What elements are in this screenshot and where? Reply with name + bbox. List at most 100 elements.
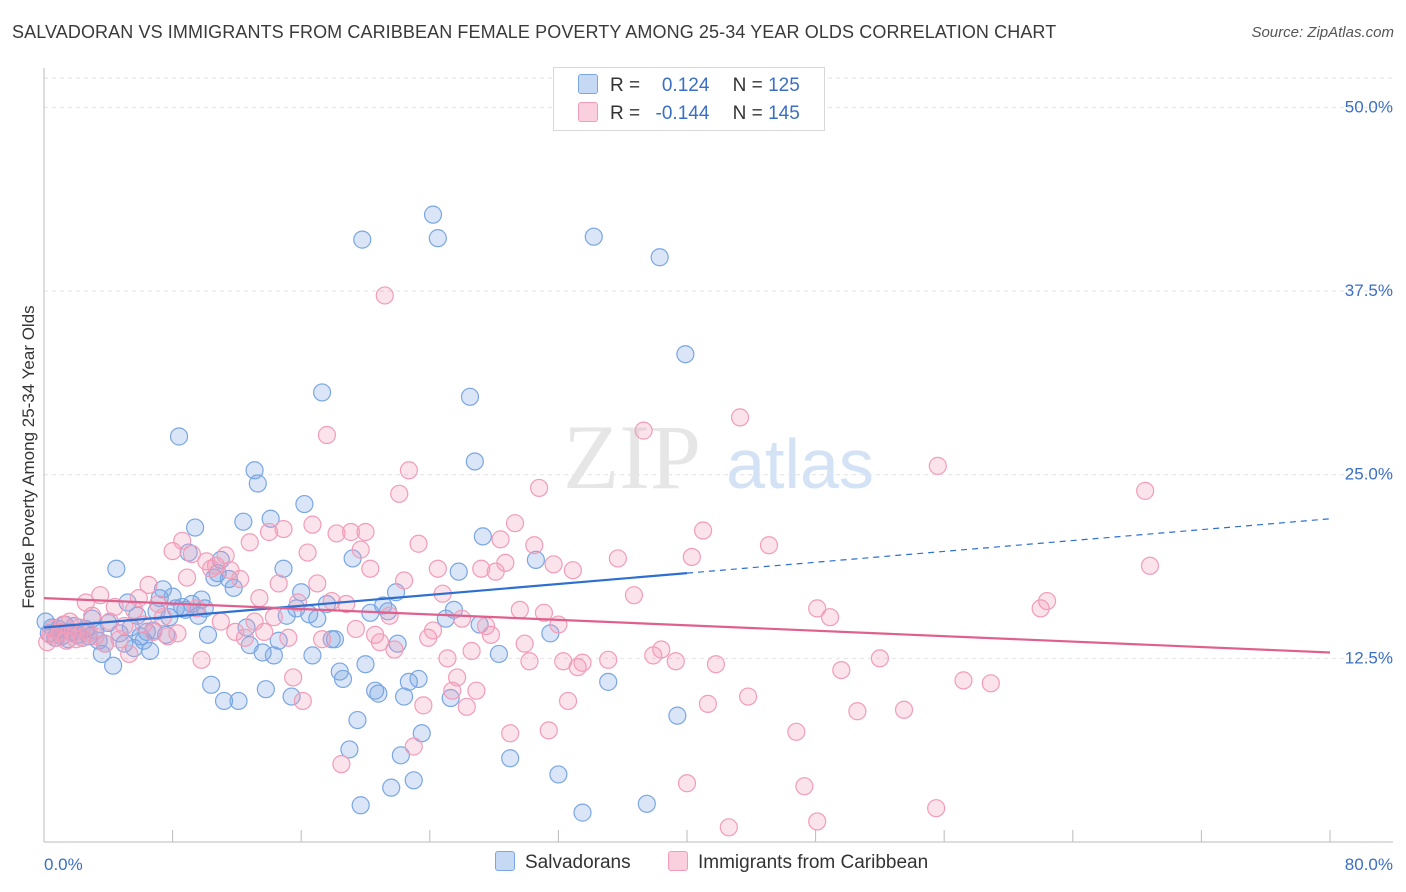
data-point	[107, 559, 126, 578]
data-point	[526, 550, 545, 570]
data-point	[693, 521, 713, 540]
data-point	[808, 812, 827, 831]
data-point	[448, 668, 467, 687]
source-label: Source: ZipAtlas.com	[1251, 24, 1394, 41]
data-point	[308, 574, 327, 593]
data-point	[214, 691, 234, 711]
trend-line-extension-series-0	[686, 518, 1331, 574]
data-point	[264, 646, 283, 665]
data-point	[385, 640, 404, 659]
stats-legend: R = 0.124 N = 125 R = -0.144 N = 145	[553, 67, 825, 131]
data-point	[139, 575, 158, 594]
data-point	[259, 522, 279, 542]
data-point	[584, 227, 603, 246]
data-point	[235, 628, 255, 647]
grid	[44, 77, 1393, 659]
data-point	[599, 672, 618, 691]
data-point	[452, 609, 472, 628]
data-point	[808, 599, 827, 618]
data-point	[83, 606, 102, 625]
data-point	[428, 559, 447, 578]
data-point	[449, 562, 468, 581]
data-point	[153, 580, 173, 599]
y-tick-label: 37.5%	[1345, 281, 1393, 300]
data-point	[409, 534, 428, 553]
bottom-legend-label-caribbean: Immigrants from Caribbean	[698, 852, 929, 873]
data-point	[954, 671, 973, 690]
data-point	[624, 586, 644, 605]
data-point	[634, 421, 653, 440]
data-point	[202, 675, 221, 694]
data-point	[351, 540, 370, 559]
legend-row-salvadorans: R = 0.124 N = 125	[578, 74, 800, 98]
data-point	[981, 674, 1000, 693]
data-point	[390, 484, 409, 503]
data-point	[351, 796, 370, 815]
data-point	[356, 655, 375, 674]
data-point	[394, 571, 414, 590]
legend-r-value: -0.144	[655, 103, 710, 124]
data-point	[1140, 556, 1160, 575]
data-point	[676, 345, 695, 364]
data-point	[95, 634, 115, 653]
data-point	[182, 544, 201, 564]
data-point	[637, 794, 656, 813]
data-point	[375, 286, 394, 305]
data-point	[370, 633, 390, 652]
data-point	[1037, 591, 1057, 611]
data-point	[264, 608, 283, 627]
data-point	[481, 625, 500, 644]
trend-line-series-1	[43, 597, 1331, 654]
trend-lines	[43, 518, 1331, 654]
data-point	[730, 408, 750, 427]
watermark-zip: ZIP	[563, 406, 701, 508]
data-point	[467, 681, 486, 700]
data-point	[374, 596, 393, 615]
data-point	[226, 622, 245, 642]
data-point	[92, 644, 111, 664]
data-point	[250, 589, 269, 608]
data-point	[457, 697, 476, 716]
data-point	[312, 630, 332, 649]
data-point	[573, 803, 592, 822]
data-point	[706, 655, 726, 674]
data-point	[525, 536, 544, 555]
data-point	[399, 461, 419, 480]
data-point	[298, 543, 317, 562]
data-point	[563, 561, 582, 580]
data-point	[120, 644, 139, 664]
data-point	[414, 696, 433, 715]
data-point	[231, 569, 250, 589]
data-point	[366, 681, 385, 700]
data-point	[652, 640, 671, 659]
data-point	[173, 531, 192, 550]
bottom-legend-caribbean: Immigrants from Caribbean	[668, 851, 928, 874]
data-point	[361, 559, 380, 578]
legend-r-label: R =	[610, 103, 641, 124]
data-point	[472, 559, 491, 578]
data-point	[608, 549, 627, 568]
data-point	[677, 774, 697, 793]
data-point	[428, 229, 447, 248]
data-point	[261, 509, 280, 528]
legend-n-label: N =	[732, 75, 763, 96]
data-point	[423, 621, 443, 640]
data-point	[177, 568, 197, 587]
data-point	[515, 634, 534, 653]
data-point	[870, 649, 890, 668]
data-point	[544, 555, 563, 574]
data-point	[404, 737, 423, 756]
data-point	[353, 230, 372, 249]
y-tick-label: 25.0%	[1345, 465, 1393, 484]
data-point	[303, 515, 322, 534]
data-point	[279, 628, 298, 647]
data-point	[668, 706, 687, 725]
data-point	[394, 687, 414, 706]
data-point	[412, 724, 431, 743]
data-point	[928, 456, 947, 475]
data-point	[256, 680, 275, 699]
data-point	[380, 606, 399, 625]
data-point	[462, 641, 481, 661]
data-point	[105, 597, 124, 617]
